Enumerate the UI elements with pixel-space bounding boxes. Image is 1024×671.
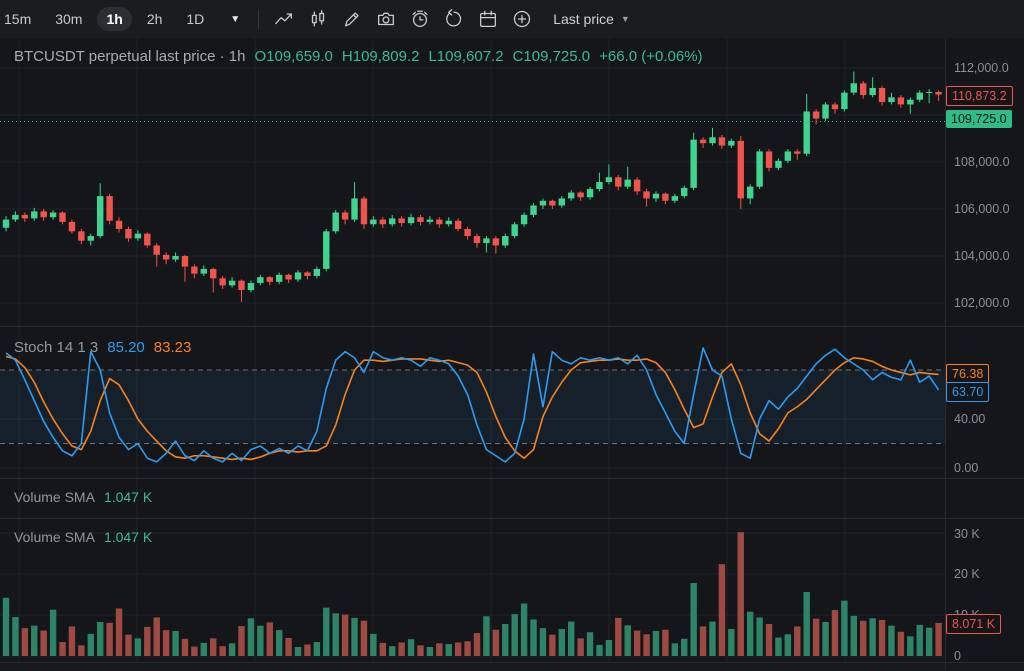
- stochastic-chart-canvas[interactable]: [0, 327, 945, 484]
- symbol-title: BTCUSDT perpetual last price · 1h: [14, 48, 246, 65]
- ohlc-low: L109,607.2: [428, 48, 504, 65]
- volume-legend: Volume SMA 1.047 K: [14, 529, 152, 545]
- volume-tick: 0: [954, 649, 961, 663]
- ohlc-change: +66.0 (+0.06%): [599, 48, 703, 65]
- timeframe-30m[interactable]: 30m: [55, 11, 83, 27]
- price-chart-canvas[interactable]: [0, 38, 945, 331]
- volume-panel: Volume SMA 1.047 K 30 K 20 K 10 K 0 8.07…: [0, 518, 1024, 663]
- volume-sma-title: Volume SMA: [14, 489, 95, 505]
- volume-tick: 20 K: [954, 567, 980, 581]
- volume-sma-legend: Volume SMA 1.047 K: [14, 489, 152, 505]
- calendar-icon[interactable]: [471, 6, 505, 32]
- timeframe-15m[interactable]: 15m: [4, 11, 32, 27]
- volume-tick: 30 K: [954, 527, 980, 541]
- price-tick: 102,000.0: [954, 296, 1010, 310]
- stoch-k-value: 85.20: [107, 339, 145, 356]
- time-axis[interactable]: [0, 662, 1024, 671]
- draw-icon[interactable]: [335, 6, 369, 32]
- volume-title: Volume SMA: [14, 529, 95, 545]
- timeframe-1h[interactable]: 1h: [97, 7, 132, 31]
- camera-icon[interactable]: [369, 6, 403, 32]
- alert-clock-icon[interactable]: [403, 6, 437, 32]
- stochastic-panel: Stoch 14 1 3 85.20 83.23 76.38 63.70 40.…: [0, 326, 1024, 479]
- chevron-down-icon: ▼: [620, 14, 630, 24]
- volume-value: 1.047 K: [103, 529, 153, 545]
- volume-last-tag: 8.071 K: [946, 614, 1002, 634]
- ohlc-close: C109,725.0: [512, 48, 591, 65]
- candles-icon[interactable]: [301, 6, 335, 32]
- volume-chart-canvas[interactable]: [0, 519, 945, 668]
- price-tick: 106,000.0: [954, 202, 1010, 216]
- price-tick: 112,000.0: [954, 61, 1009, 75]
- price-tick: 108,000.0: [954, 155, 1010, 169]
- timeframe-2h[interactable]: 2h: [146, 11, 163, 27]
- volume-axis[interactable]: 30 K 20 K 10 K 0 8.071 K: [945, 519, 1024, 663]
- price-axis[interactable]: 112,000.0 110,000.0 108,000.0 106,000.0 …: [945, 38, 1024, 326]
- top-toolbar: 15m 30m 1h 2h 1D ▼: [0, 0, 1024, 38]
- stoch-tick: 0.00: [954, 461, 979, 475]
- volume-sma-canvas: [0, 479, 945, 524]
- timeframe-dropdown-icon[interactable]: ▼: [230, 13, 241, 25]
- price-legend: BTCUSDT perpetual last price · 1h O109,6…: [14, 48, 703, 65]
- toolbar-divider: [258, 9, 260, 29]
- stoch-d-tag: 76.38: [946, 364, 990, 384]
- last-price-tag: 109,725.0: [946, 110, 1012, 128]
- ohlc-open: O109,659.0: [254, 48, 333, 65]
- add-circle-icon[interactable]: [505, 6, 539, 32]
- current-close-price-tag: 110,873.2: [946, 86, 1013, 106]
- stochastic-axis[interactable]: 76.38 63.70 40.00 0.00: [945, 327, 1024, 478]
- price-source-label: Last price: [553, 11, 614, 27]
- chart-line-icon[interactable]: [267, 6, 301, 32]
- stochastic-legend: Stoch 14 1 3 85.20 83.23: [14, 339, 191, 356]
- ohlc-high: H109,809.2: [341, 48, 420, 65]
- stoch-d-value: 83.23: [153, 339, 192, 356]
- stoch-title: Stoch 14 1 3: [14, 339, 99, 356]
- price-panel: BTCUSDT perpetual last price · 1h O109,6…: [0, 38, 1024, 326]
- stoch-k-tag: 63.70: [946, 382, 990, 402]
- timeframe-1d[interactable]: 1D: [186, 11, 205, 27]
- price-tick: 104,000.0: [954, 249, 1010, 263]
- axis-divider: [945, 38, 946, 671]
- stoch-tick: 40.00: [954, 412, 986, 426]
- price-source-dropdown[interactable]: Last price ▼: [553, 11, 630, 27]
- replay-icon[interactable]: [437, 6, 471, 32]
- volume-sma-value: 1.047 K: [103, 489, 153, 505]
- volume-sma-panel: Volume SMA 1.047 K: [0, 478, 1024, 519]
